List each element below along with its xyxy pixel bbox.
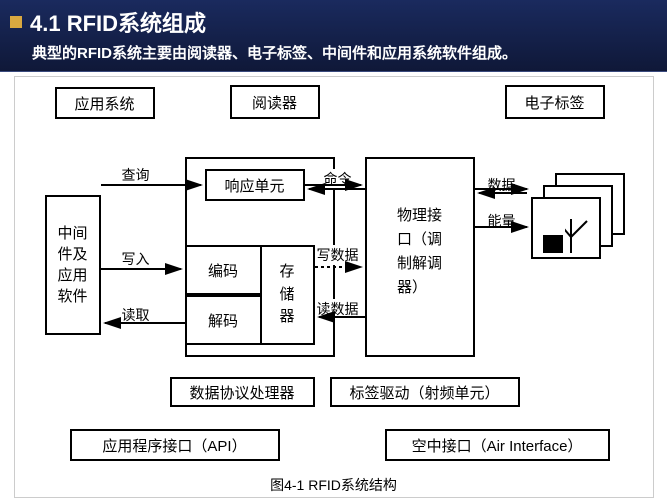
box-api: 应用程序接口（API） (70, 429, 280, 461)
box-phy-interface: 物理接 口（调 制解调 器） (380, 187, 460, 317)
label-read: 读取 (121, 305, 151, 325)
slide-header: 4.1 RFID系统组成 典型的RFID系统主要由阅读器、电子标签、中间件和应用… (0, 0, 667, 72)
slide-subtitle: 典型的RFID系统主要由阅读器、电子标签、中间件和应用系统软件组成。 (32, 42, 655, 63)
label-write-data: 写数据 (316, 245, 360, 265)
title-bullet-icon (10, 16, 22, 28)
box-decode: 解码 (185, 295, 260, 345)
label-query: 查询 (121, 165, 151, 185)
tag-chip-icon (543, 235, 563, 253)
box-protocol: 数据协议处理器 (170, 377, 315, 407)
label-command: 命令 (323, 169, 353, 189)
label-energy: 能量 (487, 211, 517, 231)
storage-text: 存 储 器 (279, 261, 294, 329)
box-tag: 电子标签 (505, 85, 605, 119)
box-middleware: 中间 件及 应用 软件 (45, 195, 101, 335)
antenna-icon (565, 217, 599, 255)
box-encode: 编码 (185, 245, 260, 295)
diagram-caption: 图4-1 RFID系统结构 (15, 475, 653, 495)
box-tag-driver: 标签驱动（射频单元） (330, 377, 520, 407)
box-app-system: 应用系统 (55, 87, 155, 119)
phy-text: 物理接 口（调 制解调 器） (397, 204, 442, 300)
label-data: 数据 (487, 175, 517, 195)
label-write: 写入 (121, 249, 151, 269)
box-air-interface: 空中接口（Air Interface） (385, 429, 610, 461)
tag-card-1 (531, 197, 601, 259)
middleware-text: 中间 件及 应用 软件 (57, 223, 87, 307)
box-storage: 存 储 器 (260, 245, 315, 345)
rfid-diagram: 应用系统 阅读器 电子标签 中间 件及 应用 软件 响应单元 编码 解码 存 储… (14, 76, 654, 498)
box-reader: 阅读器 (230, 85, 320, 119)
box-response-unit: 响应单元 (205, 169, 305, 201)
label-read-data: 读数据 (316, 299, 360, 319)
slide-title: 4.1 RFID系统组成 (30, 6, 206, 38)
